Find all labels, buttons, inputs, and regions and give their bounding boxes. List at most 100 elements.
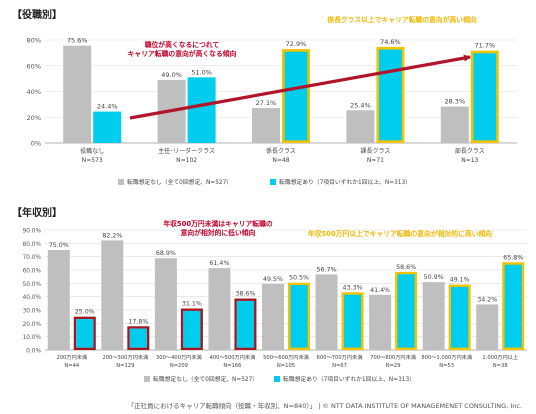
data-label-job-change: 50.5% xyxy=(289,275,309,282)
trend-annotation: キャリア転職の意向が高くなる傾向 xyxy=(128,49,237,58)
bar-job-change xyxy=(187,77,216,143)
bar-no-job-change xyxy=(252,108,280,143)
y-tick-label: 70.0% xyxy=(23,255,42,261)
bar-job-change xyxy=(341,292,364,350)
sample-size-label: N=44 xyxy=(64,363,80,369)
sample-size-label: N=13 xyxy=(461,157,478,164)
data-label-job-change: 58.6% xyxy=(396,264,416,271)
data-label-job-change: 31.1% xyxy=(182,301,202,308)
bar-job-change xyxy=(288,282,311,351)
sample-size-label: N=29 xyxy=(386,363,401,369)
x-tick-label: 主任･リーダークラス xyxy=(158,147,215,155)
x-tick-label: 400～500万円未満 xyxy=(210,353,256,361)
x-tick-label: 300～400万円未満 xyxy=(156,353,202,361)
data-label-job-change: 25.0% xyxy=(75,309,95,316)
bar-no-job-change xyxy=(208,268,231,350)
data-label-no-job-change: 56.7% xyxy=(317,266,337,273)
data-label-job-change: 43.3% xyxy=(343,284,363,291)
data-label-no-job-change: 41.4% xyxy=(370,287,390,294)
bar-job-change-fill xyxy=(76,319,94,348)
sample-size-label: N=105 xyxy=(277,363,295,369)
data-label-job-change: 71.7% xyxy=(474,42,495,50)
bar-no-job-change xyxy=(476,304,499,350)
x-tick-label: 700～800万円未満 xyxy=(370,353,416,361)
sample-size-label: N=573 xyxy=(82,157,103,164)
y-tick-label: 30.0% xyxy=(23,309,42,315)
data-label-no-job-change: 75.6% xyxy=(67,37,88,45)
bar-job-change xyxy=(448,284,471,350)
role-chart: 0% 20% 40% 60% 80% 75.6% 24.4% 役職なし N=573 49.0% 51… xyxy=(27,15,517,186)
income-chart: 0.0% 10.0% 20.0% 30.0% 40.0% 50.0% 60.0% 70.0% 8… xyxy=(23,219,527,383)
data-label-job-change: 24.4% xyxy=(97,103,118,111)
data-label-job-change: 49.1% xyxy=(450,277,470,284)
bar-job-change-fill xyxy=(183,310,201,348)
sample-size-label: N=129 xyxy=(116,363,134,369)
y-tick-label: 40.0% xyxy=(23,295,42,301)
callout-high-intent: 係長クラス以上でキャリア転職の意向が高い傾向 xyxy=(327,15,477,24)
legend-swatch-no-job-change xyxy=(118,179,124,185)
y-tick-label: 20.0% xyxy=(23,322,42,328)
bar-job-change-fill xyxy=(236,300,255,348)
bar-job-change xyxy=(470,50,499,144)
y-tick-label: 10.0% xyxy=(23,335,42,341)
legend-label-job-change: 転職想定あり（7項目いずれか1回以上、N=313） xyxy=(279,178,411,186)
x-tick-label: 800～1,000万円未満 xyxy=(421,353,472,361)
bar-job-change xyxy=(502,262,525,351)
x-tick-label: 役職なし xyxy=(80,147,104,155)
bar-job-change xyxy=(395,271,418,350)
data-label-no-job-change: 49.0% xyxy=(161,71,182,79)
x-tick-label: 200～300万円未満 xyxy=(102,353,148,361)
bar-no-job-change xyxy=(262,284,284,350)
legend-swatch-no-job-change xyxy=(144,376,150,382)
sample-size-label: N=71 xyxy=(367,157,384,164)
data-label-job-change: 38.6% xyxy=(235,291,255,298)
bar-job-change xyxy=(376,46,405,144)
y-tick-label: 40% xyxy=(27,88,41,96)
data-label-no-job-change: 27.1% xyxy=(256,99,277,107)
data-label-no-job-change: 28.3% xyxy=(444,98,465,106)
bar-no-job-change xyxy=(101,240,124,350)
bar-no-job-change xyxy=(315,274,338,350)
callout-low-intent: 年収500万円未満はキャリア転職の xyxy=(163,219,273,228)
x-tick-label: 1,000万円以上 xyxy=(482,353,518,361)
bar-no-job-change xyxy=(47,250,70,350)
x-tick-label: 500～600万円未満 xyxy=(263,353,309,361)
section-title-role: 【役職別】 xyxy=(12,10,62,21)
bar-no-job-change xyxy=(63,45,92,143)
bar-no-job-change xyxy=(154,258,177,350)
y-tick-label: 60.0% xyxy=(23,269,42,275)
bar-job-change-fill xyxy=(129,328,147,348)
x-tick-label: 600～700万円未満 xyxy=(317,353,363,361)
x-tick-label: 係長クラス xyxy=(266,147,296,155)
data-label-no-job-change: 49.5% xyxy=(263,276,283,283)
callout-high-intent-income: 年収500万円以上でキャリア転職の意向が相対的に高い傾向 xyxy=(308,229,492,238)
data-label-job-change: 72.9% xyxy=(286,40,307,48)
legend-swatch-job-change xyxy=(270,179,276,185)
y-tick-label: 20% xyxy=(27,114,41,122)
data-label-job-change: 74.6% xyxy=(380,38,401,46)
data-label-no-job-change: 61.4% xyxy=(209,260,229,267)
data-label-no-job-change: 34.2% xyxy=(477,296,497,303)
data-label-no-job-change: 82.2% xyxy=(102,232,122,239)
x-tick-label: 部長クラス xyxy=(455,147,485,155)
sample-size-label: N=48 xyxy=(272,157,289,164)
x-tick-label: 課長クラス xyxy=(360,147,390,155)
sample-size-label: N=38 xyxy=(493,363,508,369)
data-label-job-change: 17.8% xyxy=(128,318,148,325)
y-tick-label: 80.0% xyxy=(23,242,42,248)
bar-no-job-change xyxy=(346,110,375,143)
bar-job-change xyxy=(93,111,122,143)
data-label-job-change: 65.8% xyxy=(503,254,523,261)
callout-low-intent: 意向が相対的に低い傾向 xyxy=(181,228,256,237)
y-tick-label: 0.0% xyxy=(26,349,41,355)
bar-no-job-change xyxy=(369,294,392,350)
y-tick-label: 80% xyxy=(27,37,41,45)
sample-size-label: N=67 xyxy=(332,363,347,369)
bar-job-change xyxy=(281,49,310,144)
data-label-no-job-change: 25.4% xyxy=(350,101,371,109)
data-label-no-job-change: 68.9% xyxy=(156,250,176,257)
data-label-job-change: 51.0% xyxy=(191,68,212,76)
trend-annotation: 職位が高くなるにつれて xyxy=(145,40,220,49)
sample-size-label: N=166 xyxy=(223,363,241,369)
bar-no-job-change xyxy=(440,106,469,143)
